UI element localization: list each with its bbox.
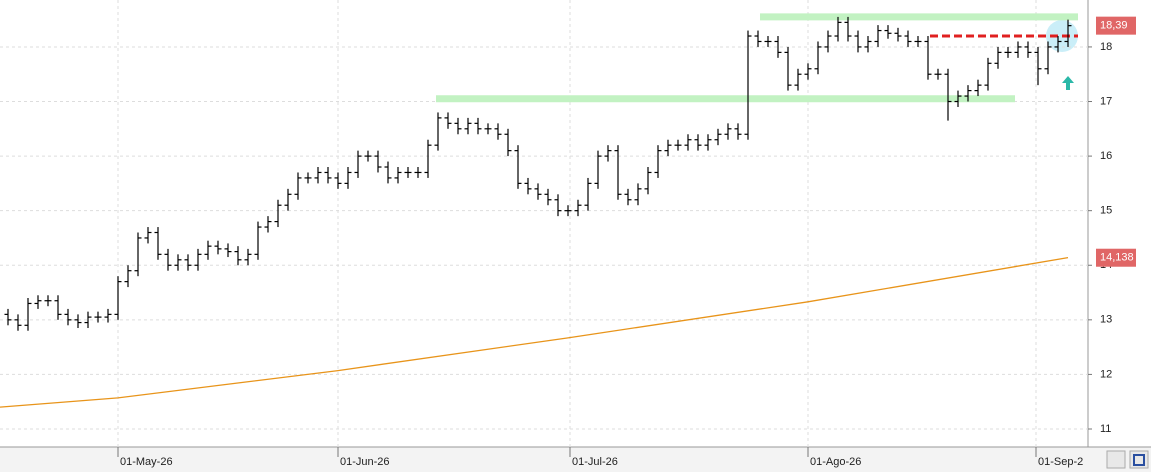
- up-arrow: [1062, 76, 1074, 90]
- y-tick-label: 18: [1100, 41, 1112, 53]
- price-label-box: [1096, 16, 1136, 35]
- y-tick-label: 16: [1100, 150, 1112, 162]
- price-axis-panel: [1088, 0, 1151, 447]
- price-label: 14,138: [1100, 252, 1134, 264]
- plot: 111213141516171801-May-2601-Jun-2601-Jul…: [0, 0, 1136, 468]
- x-tick-label: 01-Sep-2: [1038, 456, 1083, 468]
- x-tick-label: 01-May-26: [120, 456, 173, 468]
- marks: [0, 13, 1078, 408]
- x-tick-label: 01-Jul-26: [572, 456, 618, 468]
- y-tick-label: 11: [1100, 423, 1111, 435]
- y-tick-label: 15: [1100, 205, 1112, 217]
- y-tick-label: 17: [1100, 95, 1112, 107]
- zoom-button[interactable]: [1106, 450, 1126, 469]
- y-tick-label: 12: [1100, 368, 1112, 380]
- save-icon: [1133, 454, 1145, 466]
- y-tick-label: 13: [1100, 314, 1112, 326]
- price-label-box: [1096, 248, 1136, 267]
- price-label: 18,39: [1100, 20, 1128, 32]
- x-tick-label: 01-Ago-26: [810, 456, 861, 468]
- time-axis-panel: [0, 447, 1151, 472]
- moving-average: [0, 256, 1069, 408]
- x-tick-label: 01-Jun-26: [340, 456, 390, 468]
